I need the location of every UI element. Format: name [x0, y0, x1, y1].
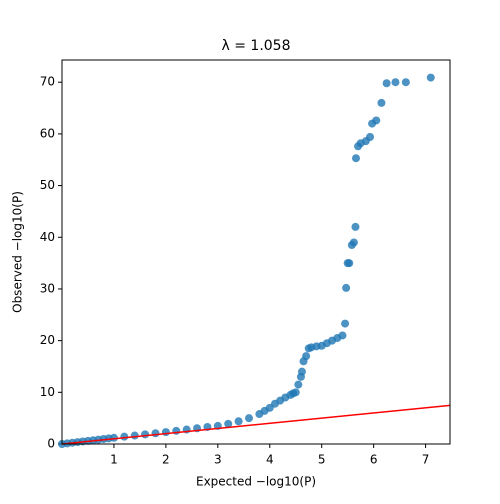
point [338, 331, 347, 340]
point [244, 414, 253, 423]
chart-title: λ = 1.058 [222, 38, 291, 54]
point [341, 319, 350, 328]
x-tick-label: 4 [266, 453, 274, 467]
x-tick-label: 2 [162, 453, 170, 467]
y-tick-label: 10 [40, 385, 55, 399]
point [120, 432, 129, 441]
y-tick-label: 50 [40, 178, 55, 192]
point [401, 78, 410, 87]
x-axis-label: Expected −log10(P) [196, 475, 316, 489]
point [349, 238, 358, 247]
point [426, 73, 435, 82]
y-tick-label: 60 [40, 126, 55, 140]
point [161, 428, 170, 437]
point [351, 222, 360, 231]
x-tick-label: 6 [370, 453, 378, 467]
point [151, 429, 160, 438]
point [342, 283, 351, 292]
point [297, 367, 306, 376]
y-tick-label: 0 [47, 437, 55, 451]
point [234, 417, 243, 426]
point [366, 133, 375, 142]
point [294, 380, 303, 389]
point [372, 116, 381, 125]
point [291, 388, 300, 397]
plot-frame [61, 59, 451, 445]
point [141, 430, 150, 439]
x-tick-label: 1 [110, 453, 118, 467]
y-tick-label: 30 [40, 281, 55, 295]
y-tick-label: 20 [40, 333, 55, 347]
y-tick-label: 70 [40, 75, 55, 89]
x-tick-label: 5 [318, 453, 326, 467]
point [130, 431, 139, 440]
point [109, 433, 118, 442]
point [382, 79, 391, 88]
y-tick-label: 40 [40, 230, 55, 244]
reference-line [61, 404, 451, 445]
point [351, 154, 360, 163]
point [391, 78, 400, 87]
y-axis-label: Observed −log10(P) [11, 191, 25, 313]
x-tick-label: 3 [214, 453, 222, 467]
point [377, 98, 386, 107]
point [224, 419, 233, 428]
point [302, 352, 311, 361]
point [345, 259, 354, 268]
x-tick-label: 7 [422, 453, 430, 467]
